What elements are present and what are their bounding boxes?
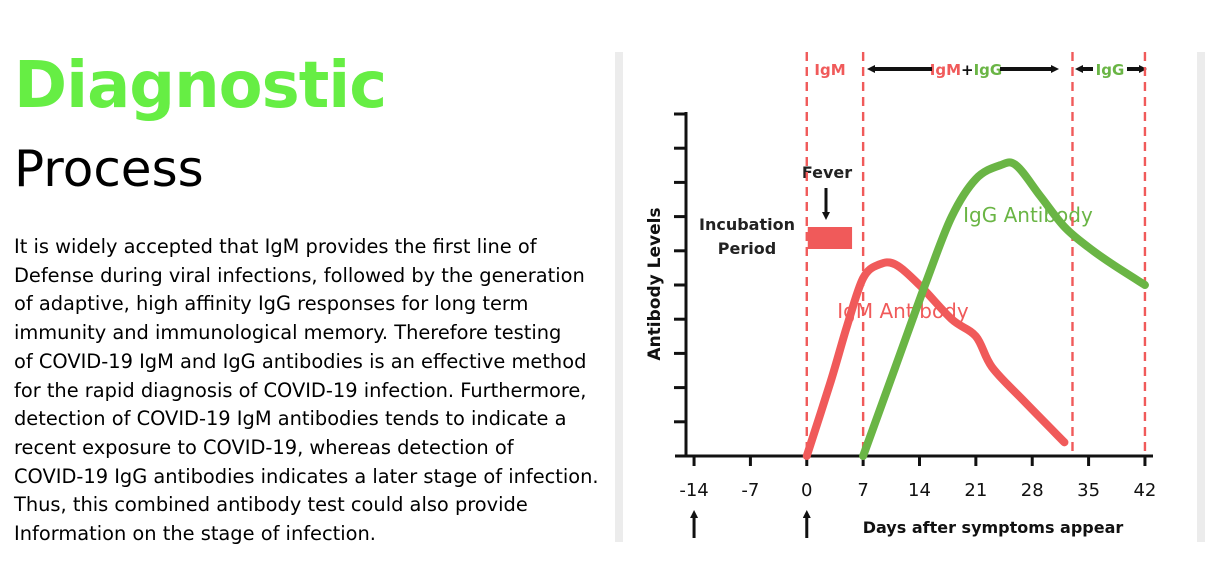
antibody-chart: IgM IgM+IgG IgG Incubation Period Fever … [615, 52, 1205, 542]
igm-antibody-curve [802, 258, 1069, 460]
body-line: Information on the stage of infection. [14, 522, 376, 546]
body-line: for the rapid diagnosis of COVID-19 infe… [14, 378, 587, 402]
chart-edge-right [1197, 52, 1205, 542]
phase-label-igg-part: IgG [974, 61, 1003, 79]
incubation-label: Incubation [699, 215, 795, 234]
phase-label-igm: IgM [814, 61, 845, 79]
x-axis-label: Days after symptoms appear [863, 518, 1124, 537]
phase-label-igm-part: IgM [930, 61, 961, 79]
chart-edge-left [615, 52, 623, 542]
body-line: detection of COVID-19 IgM antibodies ten… [14, 407, 567, 431]
antibody-chart-svg: IgM IgM+IgG IgG Incubation Period Fever … [645, 52, 1156, 538]
fever-label: Fever [802, 163, 852, 182]
x-tick-label: 7 [857, 480, 868, 501]
body-line: Thus, this combined antibody test could … [14, 493, 528, 517]
x-tick-label: 42 [1133, 480, 1156, 501]
phase-label-igm-igg: IgM+IgG [930, 61, 1002, 79]
slide-title: Diagnostic [14, 49, 387, 123]
x-tick-label: -7 [741, 480, 759, 501]
x-tick-label: 14 [908, 480, 931, 501]
phase-label-plus: + [961, 61, 974, 79]
body-line: of COVID-19 IgM and IgG antibodies is an… [14, 349, 587, 373]
x-tick-label: 21 [964, 480, 987, 501]
phase-label-igg: IgG [1096, 61, 1125, 79]
x-tick-label: -14 [679, 480, 708, 501]
slide-subtitle: Process [14, 140, 204, 198]
body-line: COVID-19 IgG antibodies indicates a late… [14, 464, 599, 488]
fever-bar [807, 227, 853, 249]
y-axis-label: Antibody Levels [645, 207, 665, 360]
x-tick-label: 35 [1077, 480, 1100, 501]
body-paragraph: It is widely accepted that IgM provides … [14, 233, 604, 549]
body-line: Defense during viral infections, followe… [14, 263, 585, 287]
body-line: recent exposure to COVID-19, whereas det… [14, 435, 514, 459]
incubation-label-2: Period [718, 239, 776, 258]
igg-antibody-curve [859, 158, 1149, 460]
x-tick-label: 28 [1021, 480, 1044, 501]
body-line: It is widely accepted that IgM provides … [14, 235, 537, 258]
x-tick-label: 0 [801, 480, 812, 501]
body-line: of adaptive, high affinity IgG responses… [14, 292, 529, 316]
body-line: immunity and immunological memory. There… [14, 321, 562, 345]
